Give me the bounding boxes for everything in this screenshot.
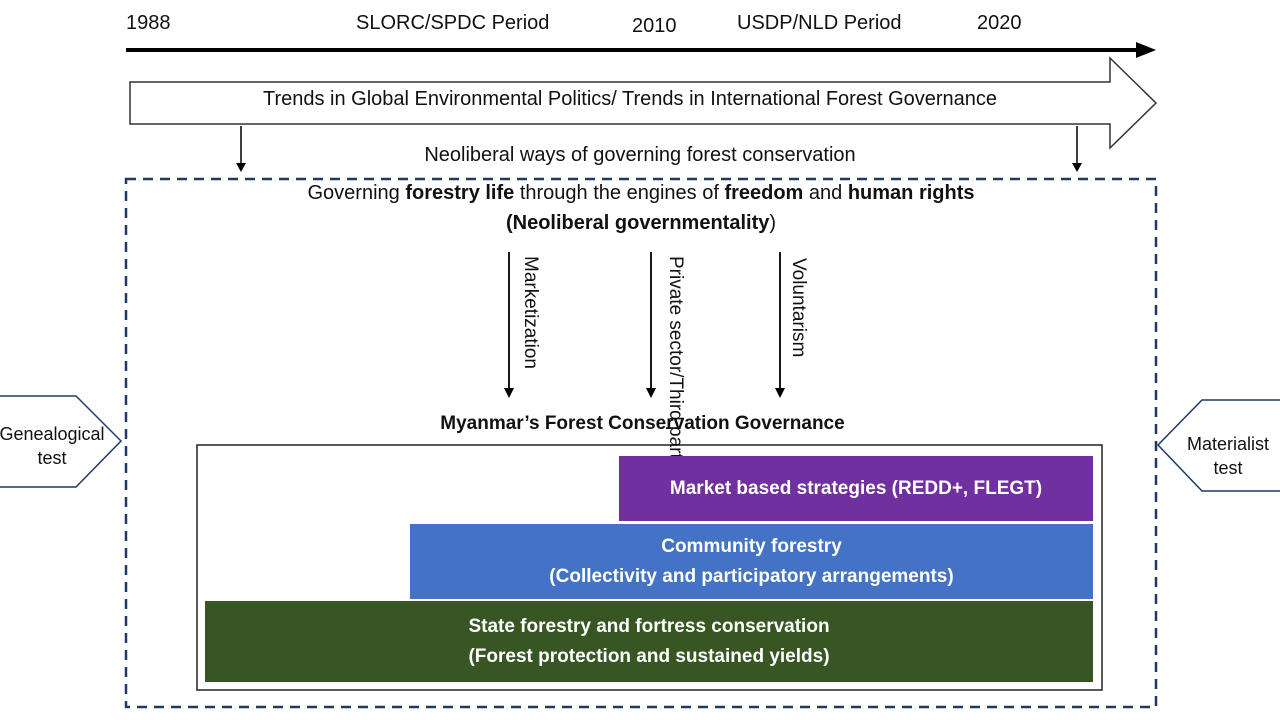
timeline-year-1988: 1988 [126, 12, 171, 34]
mechanism-private-line1: Private sector/ [665, 256, 686, 378]
global-trends-label: Trends in Global Environmental Politics/… [262, 88, 998, 110]
governing-line-2: (Neoliberal governmentality) [126, 212, 1156, 235]
band-community-line2: (Collectivity and participatory arrangem… [549, 565, 954, 587]
arrow-marketization [504, 252, 514, 398]
down-arrow-right [1072, 126, 1082, 172]
genealogical-test-shape [0, 395, 123, 488]
governing-paren-open: ( [505, 212, 513, 234]
governing-neoliberal-governmentality: Neoliberal governmentality [512, 212, 770, 234]
governing-human-rights: human rights [847, 182, 975, 204]
band-market-line1: Market based strategies (REDD+, FLEGT) [669, 477, 1043, 499]
genealogical-line1: Genealogical [0, 424, 105, 444]
mechanism-voluntarism: Voluntarism [788, 258, 809, 358]
genealogical-test-label: Genealogical test [0, 422, 112, 470]
timeline-period-slorc-spdc: SLORC/SPDC Period [356, 12, 550, 34]
timeline-arrow [126, 42, 1156, 58]
band-state-line1: State forestry and fortress conservation [468, 615, 830, 637]
band-market-based: Market based strategies (REDD+, FLEGT) [619, 456, 1093, 521]
band-state-forestry: State forestry and fortress conservation… [205, 601, 1093, 682]
governing-paren-close: ) [769, 212, 777, 234]
governing-text-a: Governing [307, 182, 406, 204]
neoliberal-subtitle: Neoliberal ways of governing forest cons… [424, 144, 856, 166]
timeline-year-2020: 2020 [977, 12, 1022, 34]
genealogical-line2: test [37, 448, 67, 468]
down-arrow-left [236, 126, 246, 172]
global-trends-arrow [129, 56, 1158, 150]
neoliberal-dashed-box [124, 177, 1158, 709]
governing-line-1: Governing forestry life through the engi… [126, 182, 1156, 205]
mechanism-marketization: Marketization [520, 256, 541, 369]
mechanism-private-sector: Private sector/Third parties [663, 256, 687, 483]
band-community-forestry: Community forestry (Collectivity and par… [410, 524, 1093, 599]
band-state-line2: (Forest protection and sustained yields) [468, 645, 830, 667]
materialist-test-shape [1156, 399, 1280, 492]
materialist-line1: Materialist [1186, 434, 1270, 454]
materialist-test-label: Materialist test [1170, 432, 1280, 480]
band-community-line1: Community forestry [661, 535, 842, 557]
timeline-period-usdp-nld: USDP/NLD Period [737, 12, 902, 34]
arrow-private-sector [646, 252, 656, 398]
governing-text-c: through the engines of [514, 182, 725, 204]
governing-text-e: and [803, 182, 848, 204]
governance-title: Myanmar’s Forest Conservation Governance [440, 413, 845, 434]
arrow-voluntarism [775, 252, 785, 398]
materialist-line2: test [1213, 458, 1243, 478]
governing-freedom: freedom [724, 182, 804, 204]
governing-forestry-life: forestry life [405, 182, 515, 204]
timeline-year-2010: 2010 [632, 15, 677, 37]
